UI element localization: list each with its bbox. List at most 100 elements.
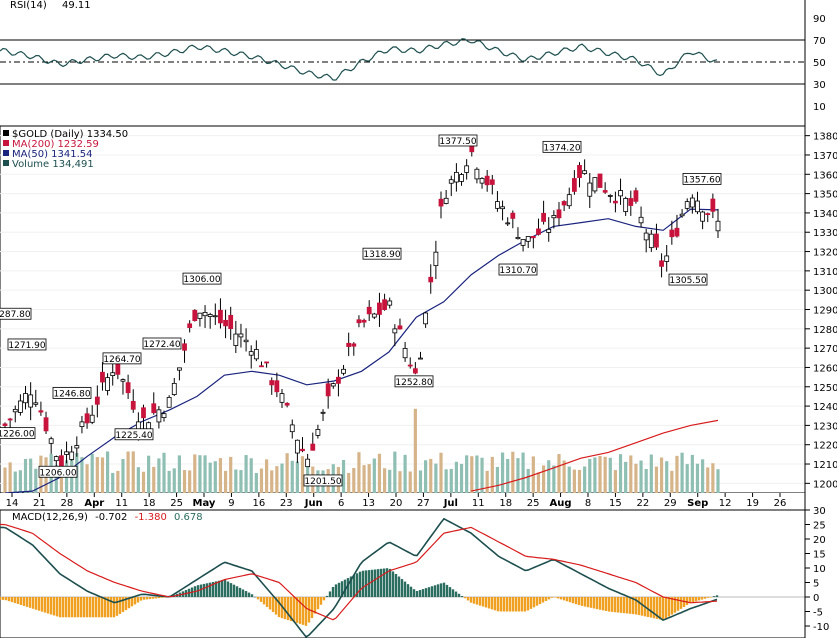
x-tick-label: Aug [550, 498, 572, 509]
candle-body [402, 348, 408, 359]
macd-hist-bar [202, 583, 206, 597]
candle-body [259, 365, 264, 368]
macd-hist-bar [550, 597, 554, 598]
candle-body [705, 213, 711, 216]
volume-bar [116, 470, 120, 493]
macd-hist-bar [592, 597, 596, 609]
candle-body [412, 368, 418, 374]
price-tick-label: 1370 [813, 151, 837, 162]
macd-hist-bar [640, 597, 644, 616]
candle-body [715, 220, 721, 232]
legend-entry: MA(200) 1232.59 [12, 139, 99, 150]
macd-tick-label: 15 [813, 550, 826, 561]
macd-hist-bar [349, 576, 353, 597]
volume-bar [665, 461, 669, 493]
volume-bar [577, 469, 582, 493]
volume-bar [680, 452, 684, 493]
candle-body [448, 179, 454, 184]
macd-hist-bar [388, 568, 392, 597]
volume-bar [644, 468, 648, 493]
callout-label: 1305.50 [669, 276, 706, 286]
macd-hist-bar [328, 591, 332, 597]
price-callout: 1377.50 [438, 134, 478, 147]
volume-bar [362, 465, 366, 493]
candle-body [684, 201, 690, 209]
candle-body [2, 423, 8, 426]
candle-body [648, 233, 654, 249]
candle-body [577, 165, 582, 178]
volume-bar [465, 455, 469, 493]
macd-hist-bar [514, 597, 518, 612]
price-callout: 1201.50 [303, 474, 343, 487]
candle-body [392, 328, 398, 334]
rsi-tick-label: 90 [813, 14, 826, 25]
macd-hist-bar [658, 597, 662, 620]
price-tick-label: 1340 [813, 209, 837, 220]
candle-body [515, 236, 521, 240]
volume-bar [229, 456, 233, 493]
volume-bar [485, 470, 489, 493]
x-tick-label: 29 [664, 498, 677, 509]
candle-body [253, 349, 259, 360]
price-callout: 1225.40 [114, 428, 154, 441]
macd-hist-bar [394, 573, 398, 597]
macd-hist-bar [265, 597, 269, 607]
macd-hist-bar [343, 579, 347, 597]
macd-hist-bar [301, 597, 305, 625]
macd-line [0, 517, 718, 638]
volume-bar [444, 469, 448, 493]
macd-tick-label: 25 [813, 521, 826, 532]
candle-body [628, 198, 634, 206]
callout-label: 1272.40 [143, 340, 180, 350]
macd-tick-label: 30 [813, 506, 826, 517]
callout-label: 1271.90 [8, 341, 45, 351]
callout-label: 1318.90 [363, 250, 400, 260]
x-tick-label: Sep [687, 498, 708, 509]
macd-hist-bar [589, 597, 593, 608]
candle-body [300, 448, 305, 452]
macd-hist-bar [277, 597, 281, 618]
price-tick-label: 1330 [813, 228, 837, 239]
macd-hist-bar [205, 583, 209, 597]
volume-bar [23, 458, 28, 493]
volume-bar [670, 470, 674, 493]
candle-body [64, 451, 69, 455]
candle-body [618, 190, 623, 197]
callout-label: 1225.40 [115, 431, 152, 441]
candle-body [541, 212, 546, 222]
macd-hist-bar [238, 587, 242, 597]
macd-hist-bar [535, 597, 539, 606]
candle-body [556, 209, 562, 219]
x-tick-label: 19 [746, 498, 759, 509]
macd-hist-bar [7, 597, 11, 602]
macd-hist-bar [10, 597, 14, 603]
macd-hist-bar [112, 597, 116, 618]
candle-body [274, 380, 280, 393]
macd-hist-bar [544, 597, 548, 601]
macd-hist-bar [133, 597, 137, 605]
macd-hist-bar [700, 597, 704, 600]
macd-hist-bar [22, 597, 26, 606]
macd-hist-bar [391, 571, 395, 597]
macd-hist-bar [439, 583, 443, 597]
macd-hist-bar [4, 597, 8, 601]
macd-hist-bar [655, 597, 659, 619]
macd-hist-bar [97, 597, 101, 618]
volume-bar [583, 466, 587, 493]
price-panel: 1380 1370 1360 1350 1340 1330 1320 1310 1300 1290… [0, 125, 837, 494]
volume-bar [603, 456, 607, 493]
macd-hist-bar [571, 597, 575, 604]
macd-hist-bar [43, 597, 47, 613]
macd-hist-bar [127, 597, 131, 609]
macd-hist-bar [82, 597, 86, 618]
macd-hist-bar [337, 582, 341, 597]
volume-bar [100, 457, 105, 493]
rsi-line [0, 38, 718, 81]
macd-hist-bar [262, 597, 266, 605]
macd-hist-bar [64, 597, 68, 618]
callout-label: 1377.50 [439, 137, 476, 147]
macd-hist-bar [310, 597, 314, 619]
candle-body [264, 361, 270, 364]
x-tick-label: 13 [362, 498, 375, 509]
macd-hist-bar [400, 579, 404, 597]
